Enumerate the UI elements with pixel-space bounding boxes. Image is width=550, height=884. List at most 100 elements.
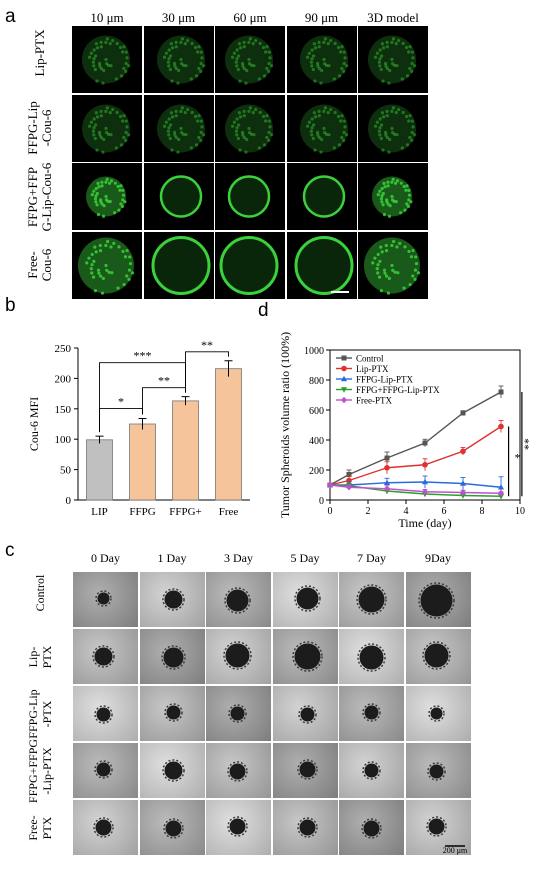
d-data-point — [341, 365, 347, 372]
d-y-tick-label: 200 — [309, 466, 324, 477]
brightfield-image — [139, 686, 205, 741]
d-data-point — [341, 387, 347, 393]
d-series-line — [329, 484, 502, 497]
brightfield-image — [339, 800, 404, 855]
d-y-tick-label: 1000 — [304, 346, 324, 357]
d-data-point — [384, 464, 390, 471]
panel-a-row-label: Free- Cou-6 — [25, 248, 54, 282]
d-y-tick-label: 400 — [309, 436, 324, 447]
b-y-tick-label: 250 — [55, 343, 72, 355]
d-y-axis-label: Tumor Spheroids volume ratio (100%) — [278, 332, 292, 518]
brightfield-image — [139, 629, 205, 684]
b-significance-label: * — [118, 395, 124, 409]
d-data-point — [346, 484, 352, 491]
b-x-tick-label: FFPG — [129, 506, 155, 518]
d-y-tick-label: 600 — [309, 406, 324, 417]
brightfield-image — [206, 743, 271, 798]
d-legend-label: Free-PTX — [356, 396, 392, 406]
d-x-tick-label: 6 — [442, 506, 447, 517]
d-data-point — [341, 396, 347, 404]
confocal-image — [72, 231, 142, 299]
brightfield-image — [73, 629, 138, 684]
d-x-tick-label: 0 — [328, 506, 333, 517]
panel-a-row-label: FFPG-Lip -Cou-6 — [25, 101, 54, 155]
b-significance-label: ** — [158, 374, 170, 388]
confocal-image — [215, 94, 285, 162]
panel-a-column-header: 90 μm — [304, 10, 339, 25]
d-plot-frame — [329, 349, 521, 501]
panel-b-bar-chart: 0 50 100 150 200 250 Cou-6 MFI LIP FFPG FFPG+ Free… — [27, 338, 250, 518]
d-data-point — [460, 493, 466, 499]
b-significance-bracket — [185, 351, 229, 393]
panel-a-column-header: 30 μm — [161, 10, 196, 25]
brightfield-image — [405, 743, 471, 798]
b-y-tick-label: 50 — [60, 465, 72, 477]
panel-d-letter: d — [258, 300, 269, 321]
d-series-line — [329, 425, 502, 486]
d-y-tick-label: 0 — [319, 496, 324, 507]
d-legend-label: FFPG+FFPG-Lip-PTX — [356, 385, 440, 395]
brightfield-image — [139, 572, 205, 627]
panel-a-letter: a — [5, 6, 16, 27]
d-data-point — [384, 455, 390, 461]
d-data-point — [384, 485, 390, 492]
d-data-point — [460, 480, 466, 486]
b-bar — [86, 439, 113, 501]
brightfield-image — [272, 800, 338, 855]
panel-a-row-label: FFPG+FFP G-Lip-Cou-6 — [25, 162, 54, 231]
brightfield-image — [405, 572, 471, 627]
d-data-point — [498, 494, 504, 500]
panel-d-line-chart: 0 200 400 600 800 1000 0 2 4 6 8 10 Time (day) Tumor … — [278, 332, 535, 530]
confocal-image — [286, 94, 357, 162]
brightfield-image — [339, 743, 404, 798]
brightfield-image — [405, 629, 471, 684]
brightfield-image — [139, 743, 205, 798]
panel-c-column-header: 9Day — [425, 551, 451, 565]
confocal-image — [358, 231, 428, 299]
b-y-tick-label: 100 — [55, 434, 72, 446]
brightfield-image — [206, 629, 271, 684]
confocal-image — [215, 231, 285, 299]
d-series-line — [329, 484, 502, 494]
d-data-point — [498, 484, 504, 490]
d-significance-label: * — [515, 450, 521, 464]
panel-c-row-label: Control — [33, 574, 47, 611]
c-scale-bar-label: 200 μm — [442, 846, 467, 855]
b-bar — [172, 400, 199, 501]
d-data-point — [341, 355, 347, 361]
d-significance-label: ** — [521, 438, 535, 450]
brightfield-image — [73, 743, 138, 798]
d-legend-label: Lip-PTX — [356, 364, 389, 374]
d-data-point — [498, 389, 504, 395]
b-significance-label: *** — [134, 349, 152, 363]
panel-a-column-header: 60 μm — [233, 10, 267, 25]
d-x-tick-label: 10 — [515, 506, 525, 517]
panel-c-column-header: 5 Day — [290, 551, 320, 565]
panel-a-column-header: 10 μm — [90, 10, 124, 25]
confocal-image — [143, 231, 214, 299]
brightfield-image — [206, 686, 271, 741]
confocal-image — [143, 163, 214, 230]
brightfield-image — [73, 686, 138, 741]
b-x-tick-label: FFPG+ — [169, 506, 202, 518]
panel-c-letter: c — [5, 540, 15, 561]
d-data-point — [460, 448, 466, 455]
confocal-image — [286, 231, 357, 299]
panel-c-column-header: 7 Day — [357, 551, 386, 565]
d-data-point — [422, 461, 428, 468]
d-x-tick-label: 8 — [480, 506, 485, 517]
brightfield-image — [272, 743, 338, 798]
brightfield-image — [272, 572, 338, 627]
d-data-point — [498, 423, 504, 430]
d-data-point — [422, 478, 428, 485]
b-y-axis-label: Cou-6 MFI — [27, 397, 41, 451]
b-bar — [129, 423, 156, 501]
d-series-line — [329, 391, 502, 486]
brightfield-image — [139, 800, 205, 855]
panel-c-row-label: Free- PTX — [26, 814, 54, 841]
d-data-point — [384, 479, 390, 485]
panel-c-column-header: 1 Day — [157, 551, 187, 565]
confocal-image — [215, 163, 285, 230]
d-data-point — [460, 489, 466, 496]
confocal-image — [72, 163, 142, 230]
